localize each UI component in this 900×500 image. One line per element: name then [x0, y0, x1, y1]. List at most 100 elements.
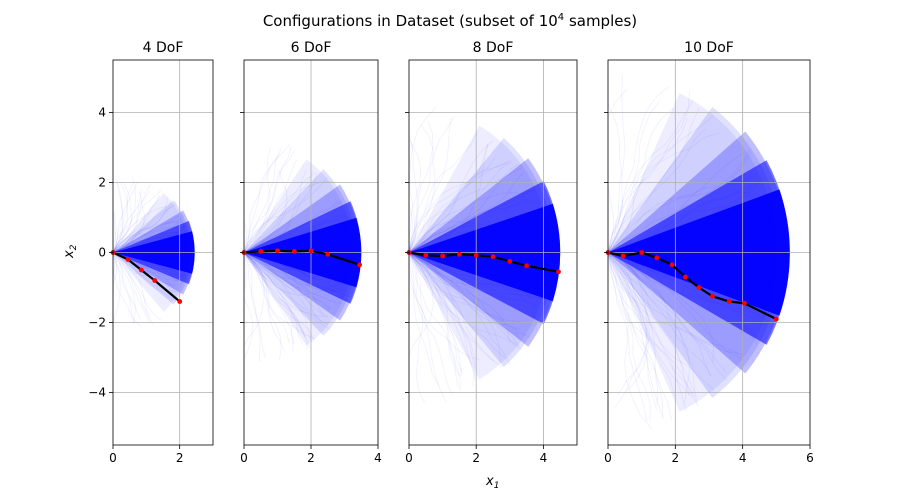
y-tick-label: −4 — [88, 386, 106, 400]
sample-chain — [113, 176, 137, 253]
sample-chain — [409, 165, 524, 253]
sample-chain — [409, 252, 440, 387]
sample-chain — [608, 252, 742, 359]
subplot-title: 6 DoF — [291, 40, 332, 56]
sample-chain — [608, 252, 651, 423]
sample-chain — [608, 252, 728, 381]
sample-chain — [608, 252, 695, 393]
joint-point — [125, 257, 131, 262]
joint-point — [275, 248, 280, 254]
sample-chain — [608, 116, 714, 253]
gridlines — [608, 60, 810, 445]
sample-chain — [113, 183, 133, 253]
sample-chain — [608, 118, 689, 253]
sample-chain — [409, 252, 511, 365]
sample-chain — [608, 86, 669, 253]
subplot-3: 0 2 4 8 DoF — [405, 40, 578, 465]
sample-chain — [113, 181, 135, 253]
x-tick-label: 4 — [374, 451, 382, 465]
sample-chain — [608, 102, 624, 253]
sample-chain — [113, 203, 178, 253]
sample-chain — [608, 252, 696, 398]
sample-chain — [409, 115, 455, 253]
joint-point — [556, 269, 561, 275]
sample-chain — [113, 252, 136, 323]
sample-chain — [113, 191, 145, 253]
sample-chain — [608, 101, 660, 253]
x-tick-label: 4 — [540, 451, 548, 465]
sample-chain — [244, 252, 295, 345]
sample-chain — [244, 252, 266, 358]
sample-chain — [608, 252, 649, 409]
joint-point — [726, 299, 732, 304]
sample-chain — [409, 252, 507, 360]
y-axis-label-main: x — [62, 250, 77, 259]
sample-chain — [113, 252, 151, 317]
joint-point — [669, 262, 675, 268]
sample-chain — [608, 132, 720, 253]
x-axis-label-main: x — [485, 474, 494, 489]
y-tick-label: 4 — [98, 106, 106, 120]
sample-chain — [409, 125, 436, 253]
sample-chain — [244, 252, 306, 338]
sample-chain — [608, 107, 675, 253]
sample-chain — [113, 252, 151, 324]
sample-chain — [409, 204, 414, 253]
sample-chain — [409, 252, 495, 362]
sample-chain — [409, 252, 476, 387]
sample-chain — [409, 140, 494, 253]
sample-chain — [244, 252, 332, 331]
sample-chain — [113, 195, 160, 253]
sample-chain — [608, 252, 652, 430]
sample-chain — [113, 252, 176, 287]
sample-chain — [244, 172, 317, 253]
y-tick-label: −2 — [88, 316, 106, 330]
gridlines — [113, 60, 213, 445]
sample-chain — [409, 192, 530, 253]
sample-chain — [608, 252, 664, 418]
joint-point — [654, 255, 660, 261]
joint-point — [773, 316, 779, 322]
sample-chain — [608, 252, 690, 396]
sample-chain — [608, 151, 752, 253]
sample-chain — [608, 99, 694, 253]
joint-point — [490, 254, 496, 260]
subplot-title: 10 DoF — [684, 40, 734, 56]
sample-chain — [409, 252, 453, 395]
sample-chain — [113, 215, 185, 253]
sample-chain — [113, 200, 177, 253]
sample-chain — [608, 252, 657, 410]
joint-point — [473, 252, 479, 258]
x-axis-label-sub: 1 — [494, 481, 500, 491]
joint-point — [524, 263, 529, 269]
joint-point — [357, 262, 362, 268]
sample-chain — [113, 199, 173, 253]
sample-chain — [608, 252, 650, 396]
sample-chain — [608, 252, 712, 376]
joint-point — [423, 252, 429, 258]
sample-chain — [409, 144, 489, 253]
sample-chain — [113, 195, 161, 253]
sample-chain — [113, 181, 124, 253]
joint-point — [683, 274, 688, 280]
x-tick-label: 2 — [672, 451, 680, 465]
sample-chain — [608, 252, 699, 407]
sample-chain — [608, 107, 700, 253]
x-tick-label: 2 — [176, 451, 184, 465]
figure-title-sup: 4 — [558, 12, 564, 23]
sample-chain — [409, 252, 476, 381]
sample-chain — [409, 252, 480, 361]
sample-chain — [608, 128, 706, 253]
sample-chain — [244, 252, 247, 295]
sample-chain — [113, 252, 177, 302]
sample-chain — [244, 252, 328, 317]
sample-chain — [244, 252, 315, 342]
sample-chain — [409, 252, 460, 377]
sample-chain — [113, 252, 116, 276]
sample-chain — [244, 252, 317, 340]
sample-chain — [113, 225, 186, 253]
sample-chain — [113, 252, 142, 328]
sample-chain — [409, 252, 463, 373]
sample-chain — [244, 252, 313, 343]
x-tick-label: 6 — [806, 451, 814, 465]
